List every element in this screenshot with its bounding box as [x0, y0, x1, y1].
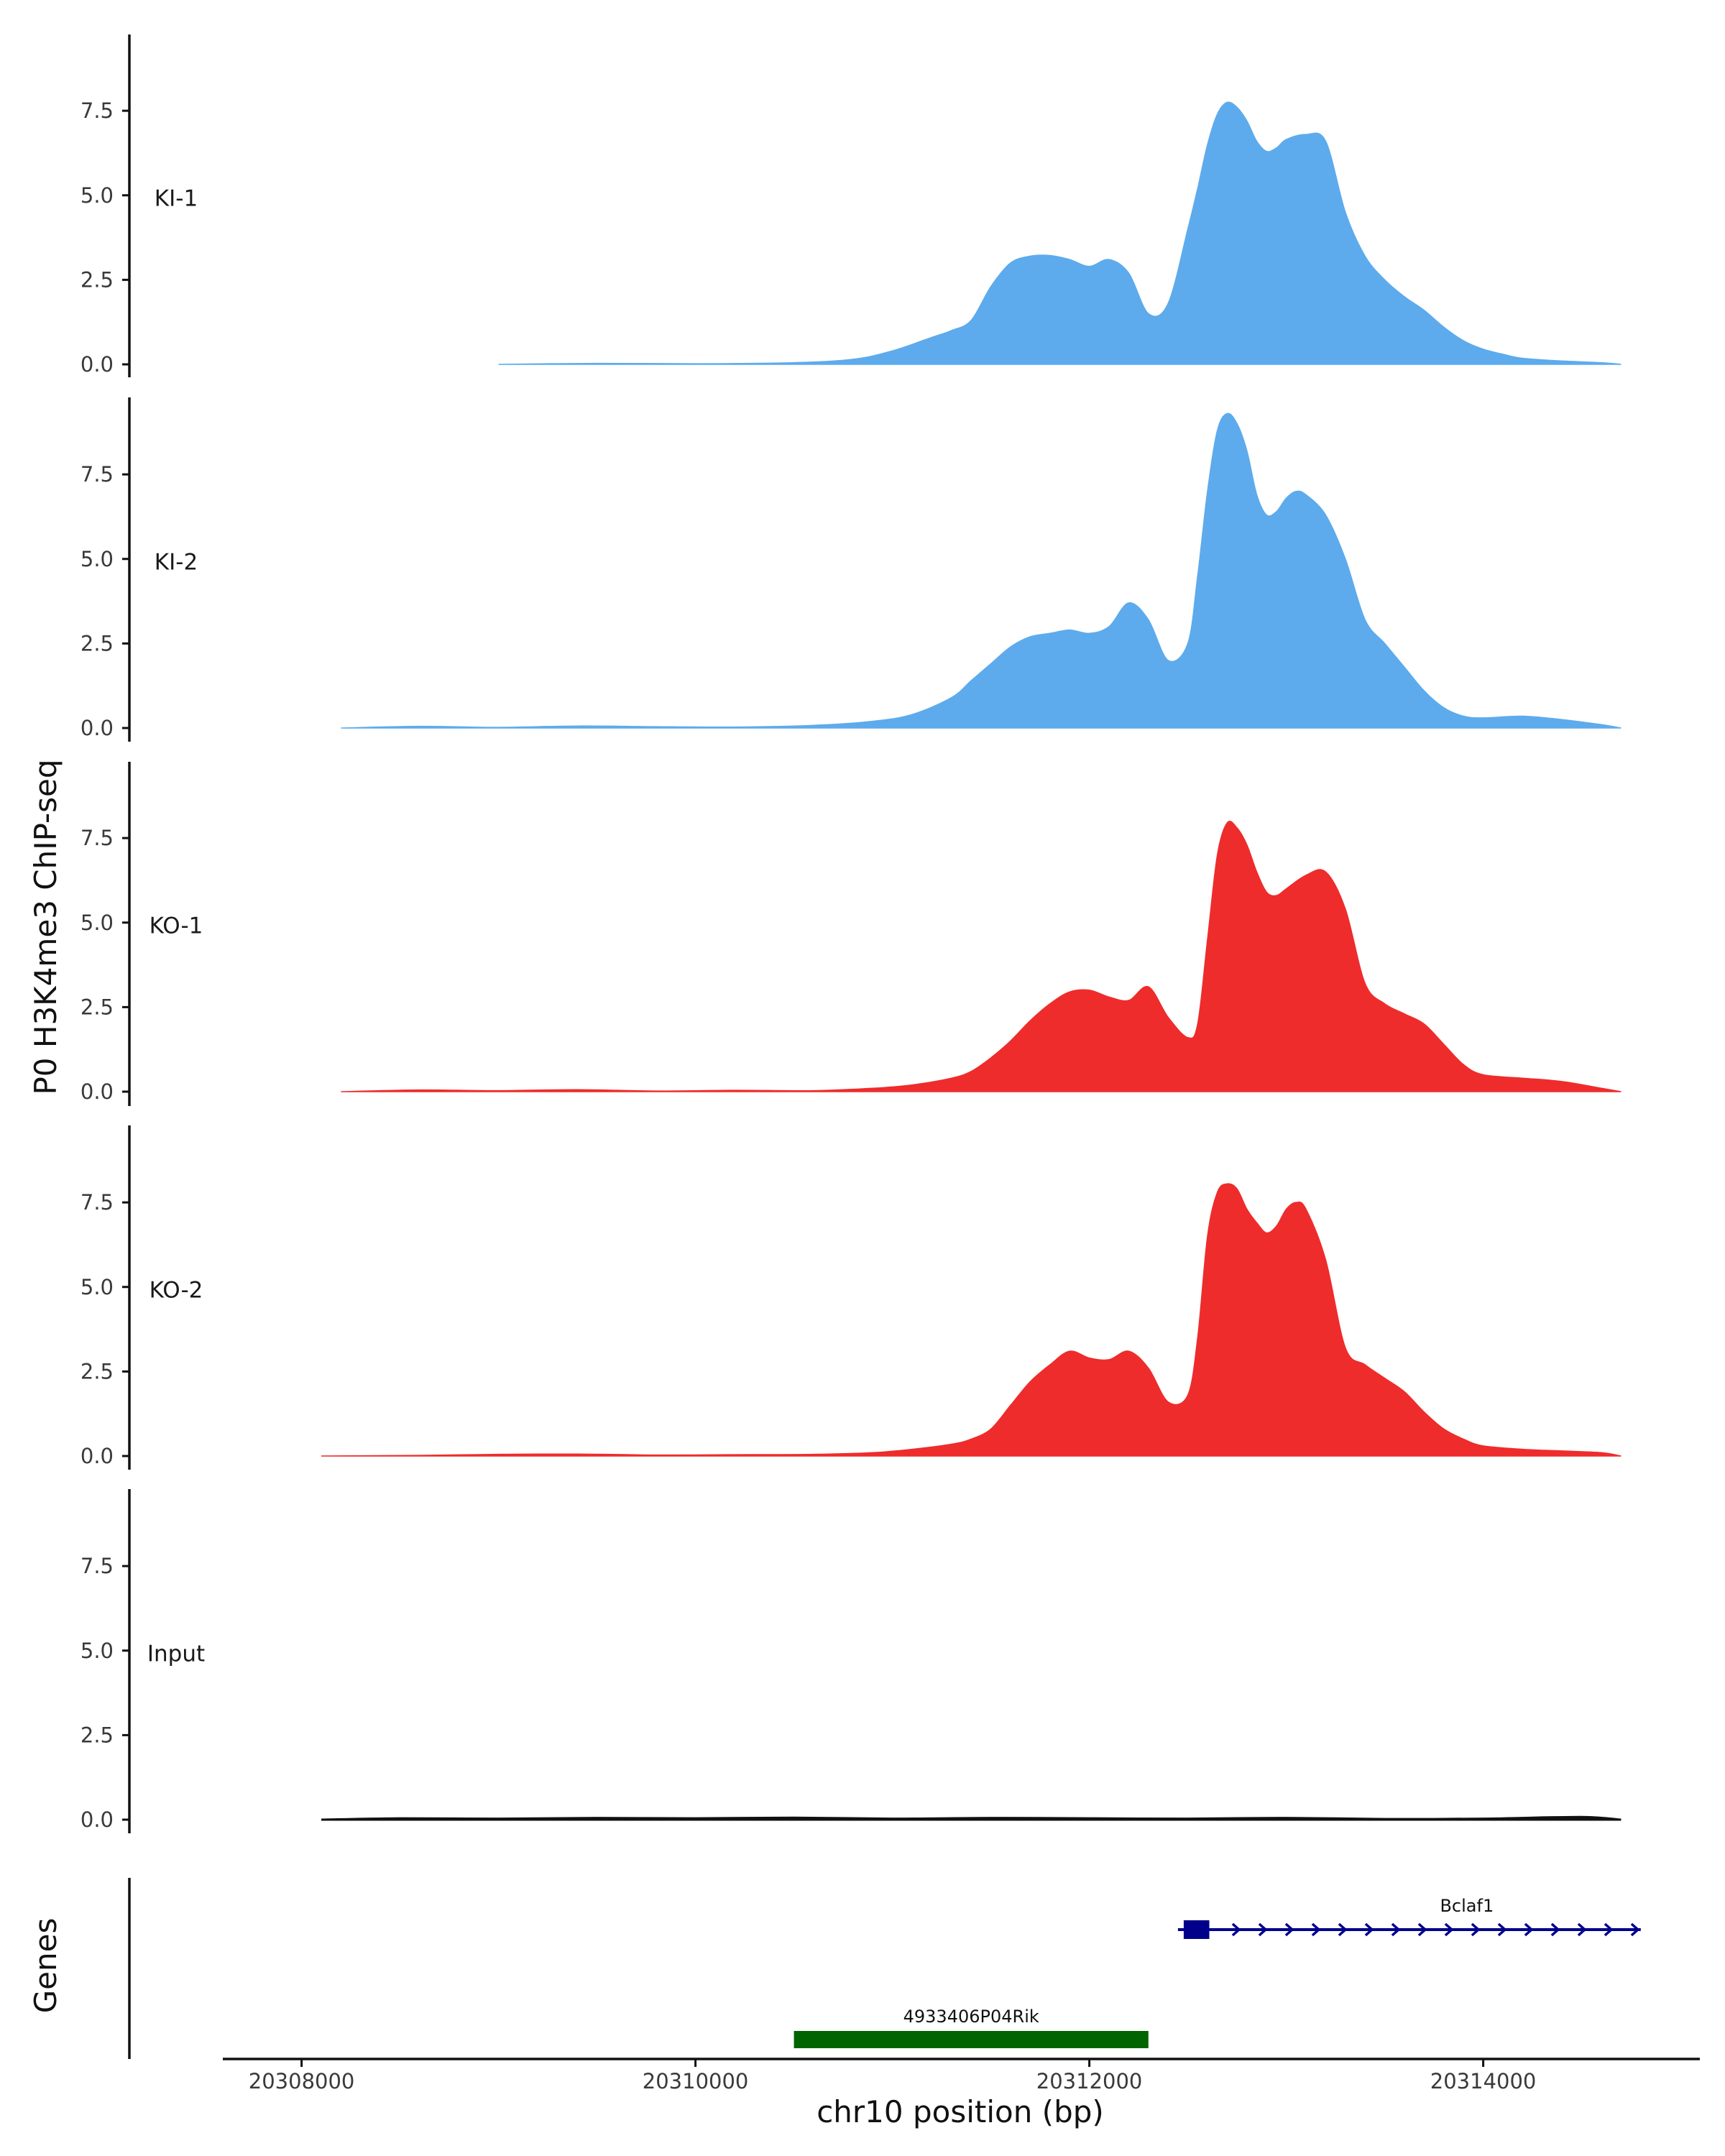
- x-tick-label: 20308000: [249, 2069, 355, 2093]
- x-axis: 20308000 20310000 20312000 20314000: [223, 2058, 1700, 2093]
- y-tick-label: 5.0: [80, 183, 114, 208]
- track-input: 0.0 2.5 5.0 7.5 Input: [80, 1489, 1622, 1833]
- y-tick-label: 2.5: [80, 267, 114, 292]
- y-tick-label: 7.5: [80, 826, 114, 850]
- gene-label: Bclaf1: [1440, 1896, 1494, 1916]
- x-axis-title: chr10 position (bp): [816, 2094, 1104, 2129]
- x-tick-label: 20312000: [1036, 2069, 1143, 2093]
- gene-body: [794, 2031, 1149, 2048]
- gene-label: 4933406P04Rik: [903, 2007, 1039, 2027]
- x-tick-label: 20314000: [1430, 2069, 1537, 2093]
- y-tick-label: 0.0: [80, 716, 114, 740]
- y-tick-label: 7.5: [80, 1554, 114, 1578]
- strand-arrow: [1550, 1922, 1560, 1937]
- y-tick-label: 7.5: [80, 462, 114, 487]
- y-tick-label: 5.0: [80, 1639, 114, 1663]
- y-tick-label: 5.0: [80, 911, 114, 935]
- strand-arrow: [1497, 1922, 1507, 1937]
- y-tick-label: 2.5: [80, 1723, 114, 1747]
- strand-arrow: [1630, 1922, 1640, 1937]
- strand-arrow: [1444, 1922, 1454, 1937]
- y-tick-label: 5.0: [80, 1275, 114, 1299]
- gene-4933406p04rik: 4933406P04Rik: [794, 2007, 1149, 2048]
- y-tick-label: 7.5: [80, 98, 114, 123]
- strand-arrow: [1524, 1922, 1534, 1937]
- strand-arrow: [1417, 1922, 1427, 1937]
- y-tick-label: 0.0: [80, 1807, 114, 1832]
- y-axis-title: P0 H3K4me3 ChIP-seq: [28, 759, 63, 1095]
- y-tick-label: 0.0: [80, 1444, 114, 1468]
- strand-arrow: [1471, 1922, 1481, 1937]
- signal-tracks: 0.0 2.5 5.0 7.5 KI-1 0.0 2.5 5.0 7.5 KI-2 0.0 2.5 5.…: [80, 34, 1622, 1833]
- x-tick-label: 20310000: [643, 2069, 749, 2093]
- track-label: KO-1: [150, 913, 203, 939]
- track-ko-1: 0.0 2.5 5.0 7.5 KO-1: [80, 762, 1622, 1106]
- y-tick-label: 0.0: [80, 1079, 114, 1104]
- gene-exon: [1183, 1920, 1210, 1939]
- y-tick-label: 2.5: [80, 1359, 114, 1383]
- track-ki-2: 0.0 2.5 5.0 7.5 KI-2: [80, 397, 1622, 742]
- gene-bclaf1: Bclaf1: [1177, 1896, 1641, 1939]
- strand-arrow: [1338, 1922, 1348, 1937]
- track-ko-2: 0.0 2.5 5.0 7.5 KO-2: [80, 1125, 1622, 1470]
- y-tick-label: 2.5: [80, 995, 114, 1019]
- strand-arrow: [1311, 1922, 1321, 1937]
- signal-area-ki-1: [498, 101, 1622, 365]
- signal-area-input: [321, 1815, 1622, 1821]
- strand-arrow: [1577, 1922, 1587, 1937]
- strand-arrow: [1364, 1922, 1374, 1937]
- y-tick-label: 7.5: [80, 1190, 114, 1215]
- track-label: KO-2: [150, 1277, 203, 1303]
- signal-area-ko-1: [341, 820, 1622, 1092]
- track-ki-1: 0.0 2.5 5.0 7.5 KI-1: [80, 34, 1622, 377]
- signal-area-ko-2: [321, 1183, 1622, 1457]
- track-label: Input: [147, 1641, 205, 1667]
- strand-arrow: [1258, 1922, 1268, 1937]
- strand-arrow: [1284, 1922, 1294, 1937]
- strand-arrow: [1231, 1922, 1241, 1937]
- track-label: KI-2: [155, 549, 198, 575]
- strand-arrow: [1391, 1922, 1401, 1937]
- strand-arrow: [1604, 1922, 1614, 1937]
- y-tick-label: 2.5: [80, 631, 114, 655]
- track-label: KI-1: [155, 185, 198, 211]
- y-tick-label: 0.0: [80, 352, 114, 377]
- signal-area-ki-2: [341, 413, 1622, 729]
- y-tick-label: 5.0: [80, 547, 114, 571]
- genes-track: Bclaf1 4933406P04Rik: [128, 1878, 1641, 2059]
- genes-axis-title: Genes: [28, 1918, 63, 2014]
